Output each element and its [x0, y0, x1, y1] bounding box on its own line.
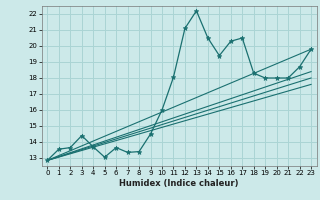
X-axis label: Humidex (Indice chaleur): Humidex (Indice chaleur): [119, 179, 239, 188]
